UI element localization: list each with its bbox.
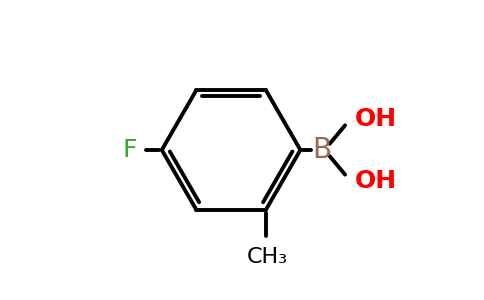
Text: CH₃: CH₃ (247, 247, 288, 267)
Text: F: F (122, 138, 137, 162)
Text: OH: OH (354, 107, 396, 131)
Text: OH: OH (354, 169, 396, 193)
Text: B: B (312, 136, 332, 164)
